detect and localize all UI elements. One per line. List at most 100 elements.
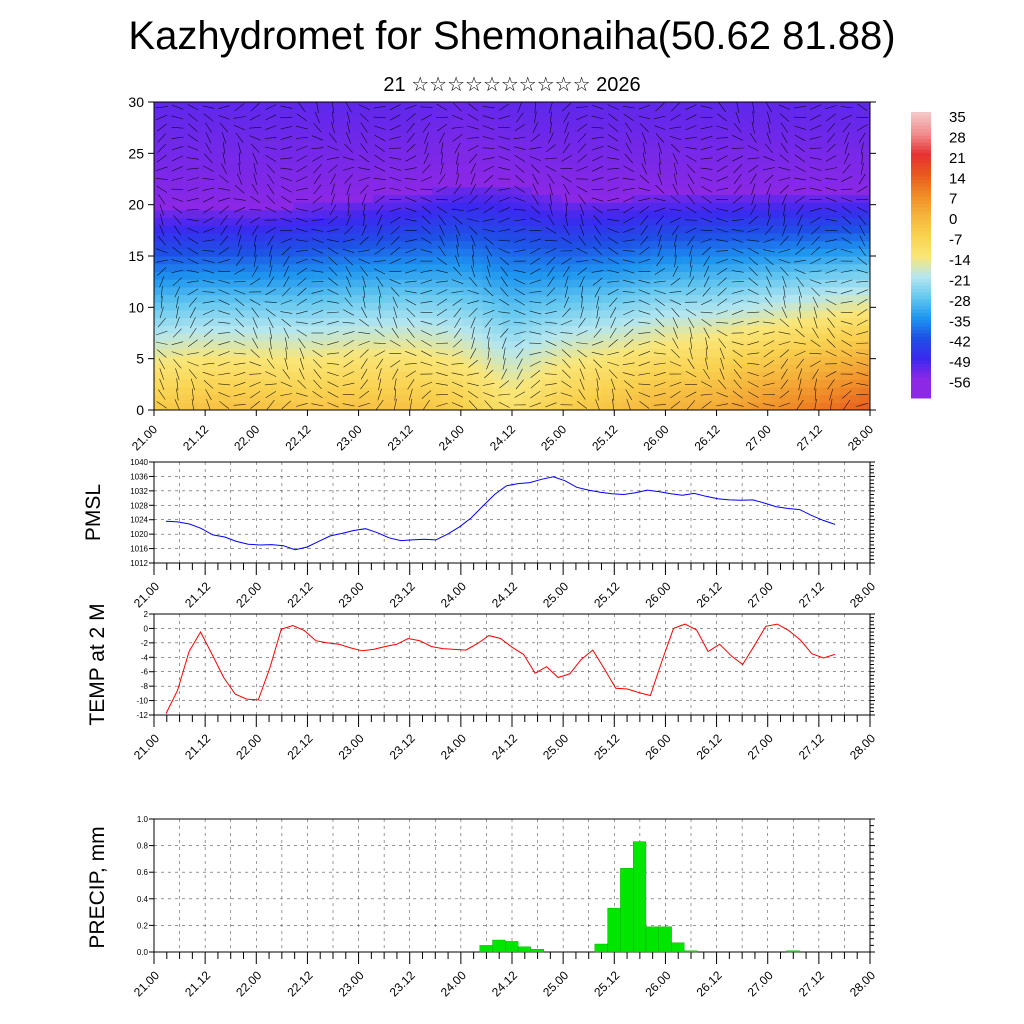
wind-barb <box>420 381 433 387</box>
wind-barb <box>673 162 678 175</box>
wind-barb <box>565 214 568 227</box>
heatmap-cell <box>243 240 255 249</box>
heatmap-cell <box>850 279 861 288</box>
heatmap-cell <box>770 186 782 195</box>
wind-barb <box>499 256 509 266</box>
heatmap-cell <box>621 186 632 195</box>
wind-barb <box>625 132 632 144</box>
heatmap-cell <box>213 363 225 373</box>
heatmap-cell <box>521 379 533 388</box>
colorbar-swatch <box>911 299 931 304</box>
wind-barb <box>360 358 368 370</box>
heatmap-cell <box>710 194 722 203</box>
heatmap-cell <box>770 363 782 373</box>
wind-barb <box>576 186 588 193</box>
heatmap-cell <box>283 340 294 349</box>
heatmap-cell <box>661 317 672 326</box>
heatmap-cell <box>810 340 821 349</box>
heatmap-cell <box>392 379 404 388</box>
heatmap-cell <box>253 279 264 288</box>
wind-barb <box>670 114 681 121</box>
heatmap-cell <box>770 232 782 242</box>
heatmap-cell <box>173 155 185 165</box>
heatmap-cell <box>720 379 732 388</box>
wind-barb <box>358 331 371 335</box>
heatmap-cell <box>700 294 712 303</box>
colorbar-swatch <box>911 380 931 385</box>
colorbar-swatch <box>911 343 931 348</box>
wind-barb <box>296 329 308 337</box>
heatmap-cell <box>730 309 742 319</box>
heatmap-cell <box>402 163 414 172</box>
heatmap-cell <box>223 379 235 388</box>
heatmap-cell <box>362 302 374 311</box>
heatmap-cell <box>323 317 334 326</box>
heatmap-cell <box>243 102 255 111</box>
heatmap-cell <box>492 163 503 172</box>
heatmap-cell <box>303 294 314 303</box>
wind-barb <box>389 104 401 111</box>
heatmap-cell <box>730 271 742 280</box>
heatmap-cell <box>432 202 443 211</box>
heatmap-cell <box>352 140 364 149</box>
heatmap-cell <box>591 179 603 188</box>
wind-barb <box>657 245 663 257</box>
wind-barb <box>591 197 604 202</box>
heatmap-cell <box>571 171 583 180</box>
wind-barb <box>716 176 728 182</box>
heatmap-cell <box>233 271 245 280</box>
heatmap-cell <box>333 102 344 111</box>
heatmap-cell <box>333 271 344 280</box>
wind-barb <box>296 113 307 122</box>
heatmap-cell <box>432 340 443 349</box>
heatmap-cell <box>342 125 354 134</box>
heatmap-cell <box>392 356 404 365</box>
heatmap-cell <box>581 163 593 172</box>
heatmap-cell <box>173 209 185 219</box>
wind-barb <box>735 111 740 124</box>
colorbar-label: 35 <box>949 109 966 126</box>
wind-barb <box>561 155 572 162</box>
wind-barb <box>799 296 801 309</box>
wind-barb <box>436 289 448 295</box>
heatmap-cell <box>541 171 553 180</box>
heatmap-cell <box>661 148 672 157</box>
heatmap-cell <box>800 209 811 219</box>
heatmap-cell <box>641 309 652 319</box>
heatmap-cell <box>661 379 672 388</box>
wind-barb <box>673 234 678 247</box>
wind-barb <box>174 286 181 298</box>
heatmap-cell <box>611 217 622 226</box>
heatmap-cell <box>213 179 225 188</box>
heatmap-cell <box>462 179 473 188</box>
heatmap-cell <box>303 209 314 219</box>
heatmap-cell <box>193 117 205 126</box>
wind-barb <box>280 126 293 130</box>
wind-barb <box>766 214 771 226</box>
wind-barb <box>549 203 553 216</box>
heatmap-cell <box>432 117 443 126</box>
heatmap-cell <box>154 371 165 380</box>
heatmap-cell <box>770 171 782 180</box>
heatmap-cell <box>651 386 662 396</box>
heatmap-cell <box>263 125 274 134</box>
heatmap-cell <box>700 371 712 380</box>
y-tick-label: 0 <box>136 402 144 418</box>
heatmap-cell <box>263 302 274 311</box>
heatmap-cell <box>651 402 662 410</box>
wind-barb <box>327 145 339 151</box>
heatmap-cell <box>691 171 702 180</box>
heatmap-cell <box>442 209 453 219</box>
wind-barb <box>624 328 634 338</box>
wind-barb <box>373 177 386 181</box>
wind-barb <box>669 217 681 223</box>
heatmap-cell <box>730 363 742 373</box>
heatmap-cell <box>183 194 195 203</box>
heatmap-cell <box>551 263 563 272</box>
heatmap-cell <box>631 163 642 172</box>
heatmap-cell <box>502 132 513 142</box>
heatmap-cell <box>163 194 175 203</box>
wind-barb <box>827 317 835 328</box>
x-tick-label: 26.12 <box>692 422 723 453</box>
heatmap-cell <box>700 348 712 357</box>
